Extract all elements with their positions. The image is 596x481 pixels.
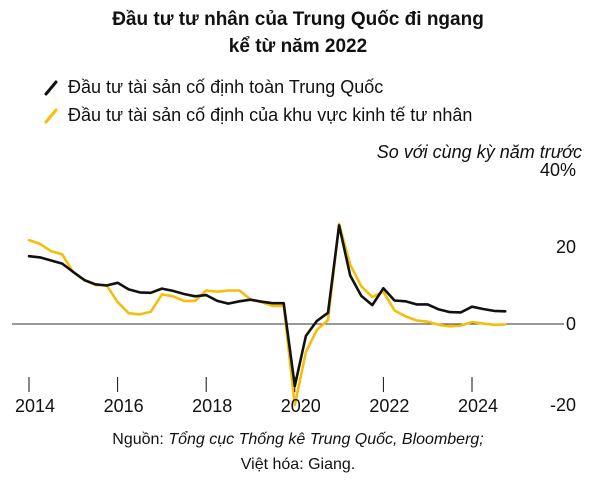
credit-note: Việt hóa: Giang. — [240, 456, 356, 473]
x-tick-label: 2022 — [369, 396, 409, 416]
series-line-total — [27, 224, 507, 388]
x-tick-label: 2018 — [192, 396, 232, 416]
x-tick-label: 2016 — [104, 396, 144, 416]
legend-label-private: Đầu tư tài sản cố định của khu vực kinh … — [68, 105, 473, 125]
source-text: Tổng cục Thống kê Trung Quốc, Bloomberg; — [168, 431, 484, 448]
legend-label-total: Đầu tư tài sản cố định toàn Trung Quốc — [68, 77, 384, 97]
y-tick-label: 0 — [566, 314, 576, 334]
legend-swatch-total — [44, 80, 58, 96]
title-line-2: kể từ năm 2022 — [228, 36, 368, 57]
x-tick-label: 2014 — [15, 396, 55, 416]
source-label: Nguồn: — [112, 431, 169, 448]
title-line-1: Đầu tư tư nhân của Trung Quốc đi ngang — [112, 9, 484, 30]
x-tick-label: 2024 — [458, 396, 498, 416]
y-tick-label: 20 — [556, 237, 576, 257]
source-note: Nguồn: Tổng cục Thống kê Trung Quốc, Blo… — [0, 428, 596, 452]
legend-swatch-private — [44, 108, 58, 124]
chart-subtitle: So với cùng kỳ năm trước — [376, 142, 582, 162]
chart-title: Đầu tư tư nhân của Trung Quốc đi ngang k… — [0, 6, 596, 60]
x-tick-label: 2020 — [281, 396, 321, 416]
y-axis-ticks: 40% 20 0 -20 — [540, 160, 576, 415]
y-tick-label: 40% — [540, 160, 576, 180]
series-layer — [27, 222, 507, 407]
y-tick-label: -20 — [550, 395, 576, 415]
x-axis-ticks: 2014 2016 2018 2020 2022 2024 — [15, 377, 498, 416]
series-line-private — [27, 222, 507, 407]
